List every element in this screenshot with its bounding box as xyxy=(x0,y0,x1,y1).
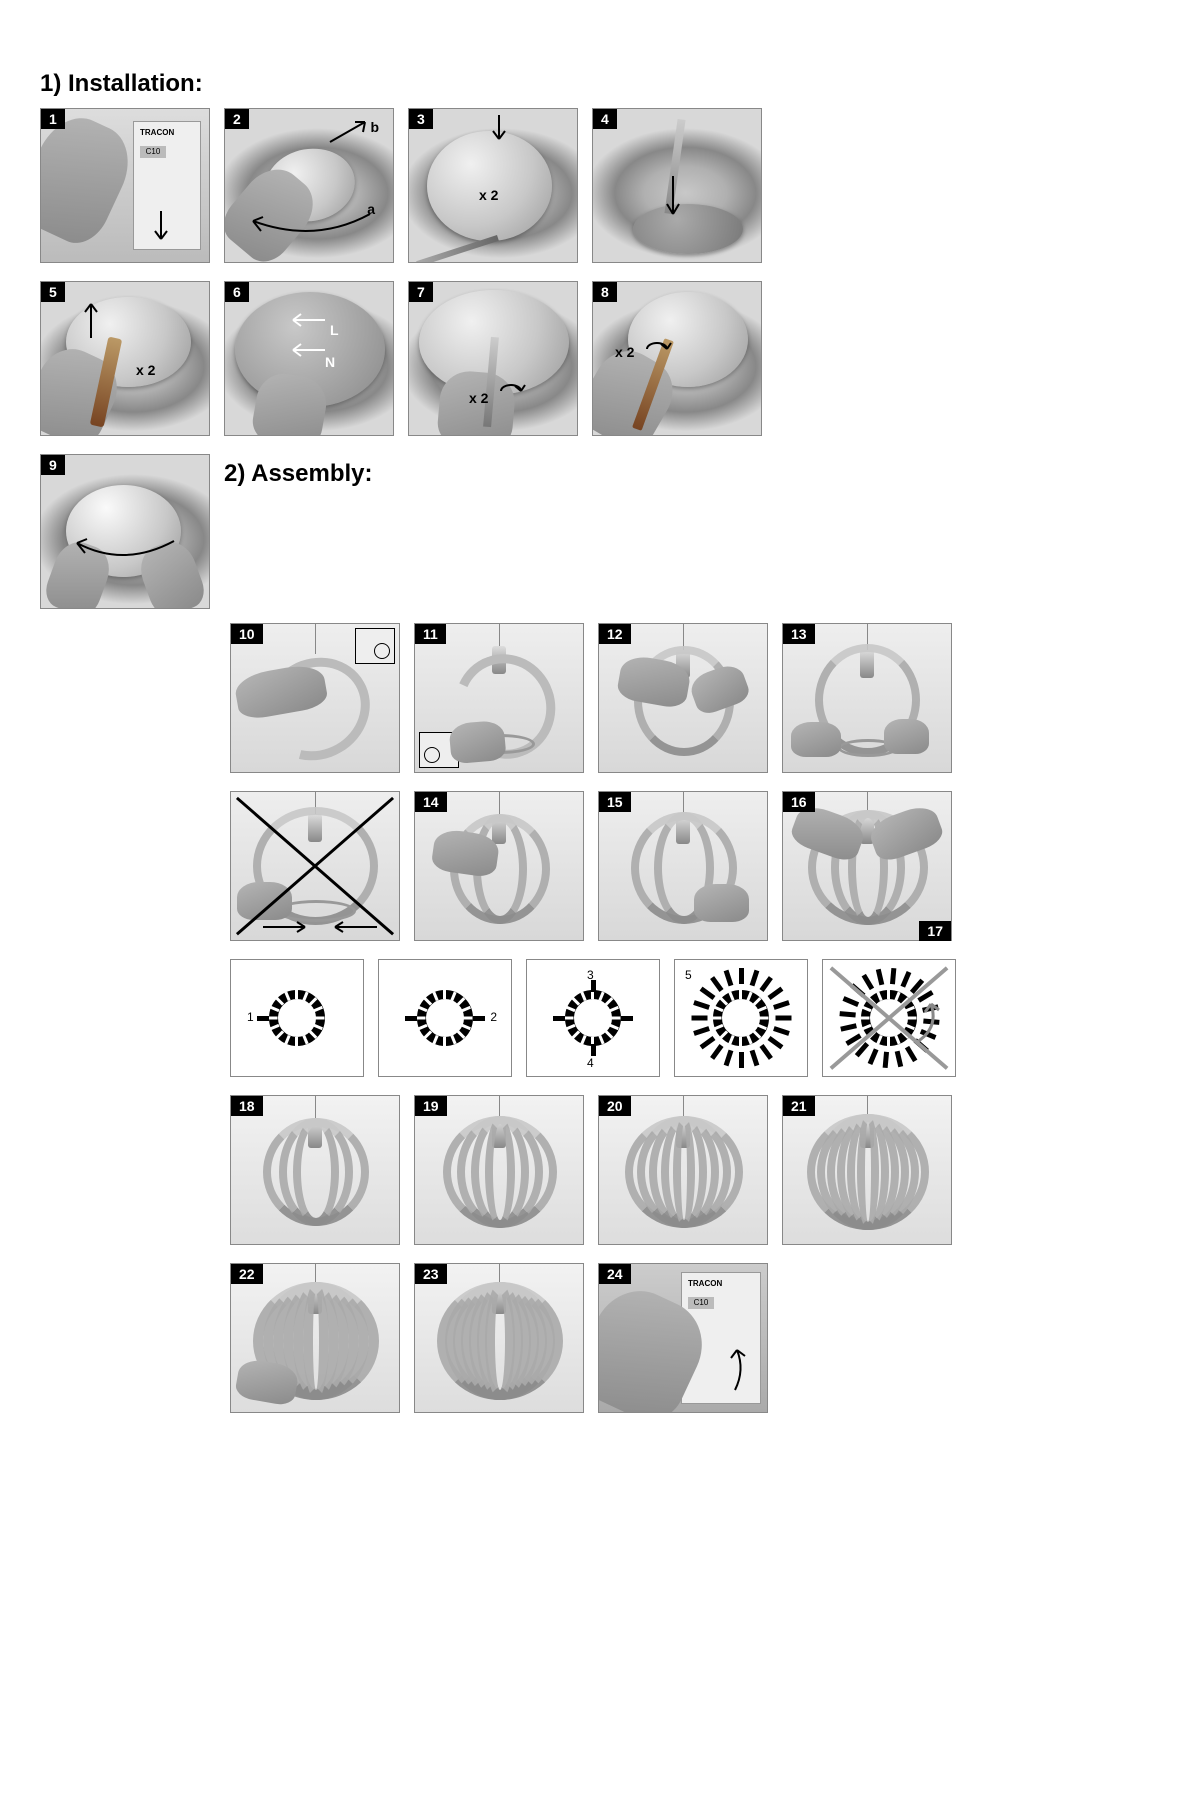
step-number: 20 xyxy=(599,1096,631,1116)
label-tracon: TRACON xyxy=(140,128,174,137)
step-number: 23 xyxy=(415,1264,447,1284)
ceiling-plate xyxy=(427,131,552,241)
label-c10: C10 xyxy=(140,146,166,158)
seq-panel-wrong xyxy=(822,959,956,1077)
label-x2: x 2 xyxy=(469,390,488,406)
detail-inset xyxy=(355,628,395,664)
seq-num: 5 xyxy=(685,968,692,982)
assembly-title: 2) Assembly: xyxy=(224,460,373,488)
assembly-row-b: 14 15 16 17 xyxy=(230,791,1160,941)
step-number: 14 xyxy=(415,792,447,812)
hand xyxy=(448,720,506,765)
step-number: 8 xyxy=(593,282,617,302)
step-number: 21 xyxy=(783,1096,815,1116)
step-number: 7 xyxy=(409,282,433,302)
label-c10: C10 xyxy=(688,1297,714,1309)
step-12: 12 xyxy=(598,623,768,773)
seq-panel-4: 5 xyxy=(674,959,808,1077)
hand xyxy=(694,884,749,922)
step-7: 7 x 2 xyxy=(408,281,578,436)
ring-icon xyxy=(269,990,325,1046)
hand xyxy=(791,722,841,757)
label-L: L xyxy=(330,322,339,338)
ring-icon xyxy=(417,990,473,1046)
step-number: 13 xyxy=(783,624,815,644)
step-number: 12 xyxy=(599,624,631,644)
seq-panel-1: 1 xyxy=(230,959,364,1077)
step-number: 16 xyxy=(783,792,815,812)
step-wrong xyxy=(230,791,400,941)
step-number: 6 xyxy=(225,282,249,302)
step-8: 8 x 2 xyxy=(592,281,762,436)
step-number: 2 xyxy=(225,109,249,129)
step-20: 20 xyxy=(598,1095,768,1245)
label-a: a xyxy=(367,201,375,217)
step-number: 24 xyxy=(599,1264,631,1284)
cross-out xyxy=(823,960,955,1076)
step-9: 9 xyxy=(40,454,210,609)
step-number: 11 xyxy=(415,624,446,644)
step-1: 1 TRACON C10 xyxy=(40,108,210,263)
assembly-row-d: 18 19 20 21 xyxy=(230,1095,1160,1245)
step-number: 1 xyxy=(41,109,65,129)
installation-title: 1) Installation: xyxy=(40,70,1160,98)
step-number: 15 xyxy=(599,792,631,812)
step-number: 22 xyxy=(231,1264,263,1284)
assembly-row-e: 22 23 24 TRACON C10 xyxy=(230,1263,1160,1413)
step-6: 6 L N xyxy=(224,281,394,436)
label-tracon: TRACON xyxy=(688,1279,722,1288)
seq-num: 3 xyxy=(587,968,594,982)
hand xyxy=(884,719,929,754)
step-24: 24 TRACON C10 xyxy=(598,1263,768,1413)
label-x2: x 2 xyxy=(615,344,634,360)
step-number: 4 xyxy=(593,109,617,129)
label-x2: x 2 xyxy=(479,187,498,203)
installation-row-1: 1 TRACON C10 2 b a 3 x 2 4 xyxy=(40,108,1160,263)
label-N: N xyxy=(325,354,335,370)
step-4: 4 xyxy=(592,108,762,263)
label-x2: x 2 xyxy=(136,362,155,378)
seq-num: 4 xyxy=(587,1056,594,1070)
step-11: 11 xyxy=(414,623,584,773)
step-number: 3 xyxy=(409,109,433,129)
step-19: 19 xyxy=(414,1095,584,1245)
assembly-row-a: 10 11 12 13 xyxy=(230,623,1160,773)
cross-out xyxy=(231,792,399,940)
step-number: 19 xyxy=(415,1096,447,1116)
seq-panel-2: 2 xyxy=(378,959,512,1077)
assembly-sequence-row: 1 2 3 4 5 xyxy=(230,959,1160,1077)
step-number-17: 17 xyxy=(919,921,951,941)
seq-num: 1 xyxy=(247,1010,254,1024)
step-14: 14 xyxy=(414,791,584,941)
base xyxy=(633,204,743,254)
ring-icon xyxy=(713,990,769,1046)
step-3: 3 x 2 xyxy=(408,108,578,263)
step-10: 10 xyxy=(230,623,400,773)
step-number: 18 xyxy=(231,1096,263,1116)
step-number: 5 xyxy=(41,282,65,302)
step-21: 21 xyxy=(782,1095,952,1245)
step-13: 13 xyxy=(782,623,952,773)
step-number: 10 xyxy=(231,624,263,644)
step-18: 18 xyxy=(230,1095,400,1245)
seq-panel-3: 3 4 xyxy=(526,959,660,1077)
step-22: 22 xyxy=(230,1263,400,1413)
step-5: 5 x 2 xyxy=(40,281,210,436)
ring-icon xyxy=(565,990,621,1046)
step-16: 16 17 xyxy=(782,791,952,941)
label-b: b xyxy=(370,119,379,135)
step-2: 2 b a xyxy=(224,108,394,263)
step-15: 15 xyxy=(598,791,768,941)
step-number: 9 xyxy=(41,455,65,475)
step-23: 23 xyxy=(414,1263,584,1413)
installation-row-2: 5 x 2 6 L N 7 x 2 8 x 2 xyxy=(40,281,1160,436)
seq-num: 2 xyxy=(490,1010,497,1024)
